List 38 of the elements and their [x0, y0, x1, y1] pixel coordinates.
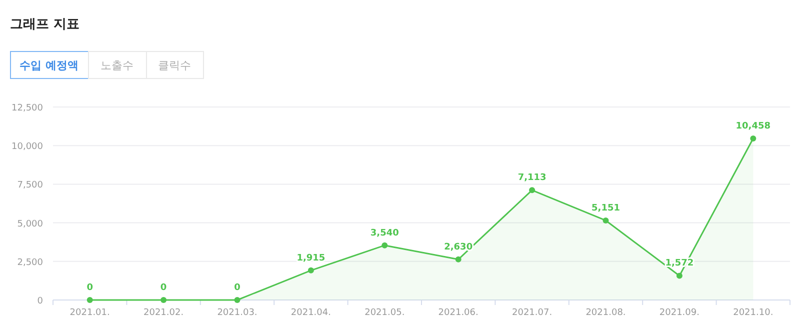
x-tick-label: 2021.07. — [512, 308, 552, 318]
point — [529, 187, 536, 194]
x-tick-label: 2021.05. — [364, 308, 405, 318]
data-label: 0 — [86, 283, 93, 293]
y-tick-label: 0 — [37, 296, 44, 306]
data-label: 10,458 — [736, 122, 771, 132]
x-tick-label: 2021.10. — [733, 308, 774, 318]
data-label: 3,540 — [370, 228, 399, 238]
data-label: 0 — [160, 283, 167, 293]
tab: 클릭수 — [146, 51, 204, 79]
y-tick-label: 12,500 — [12, 104, 44, 114]
point — [382, 242, 388, 248]
point — [234, 297, 240, 303]
data-label: 5,151 — [592, 203, 620, 214]
point — [602, 217, 609, 224]
y-tick-label: 2,500 — [17, 258, 44, 268]
data-label: 1,915 — [296, 253, 326, 264]
y-tick-label: 10,000 — [12, 142, 44, 152]
tab: 수입 예정액 — [10, 51, 89, 79]
point — [308, 267, 314, 274]
x-tick-label: 2021.04. — [290, 308, 331, 318]
chart-title: 그래프 지표 — [10, 17, 80, 32]
x-tick-label: 2021.02. — [144, 308, 184, 318]
x-tick-label: 2021.03. — [217, 308, 258, 318]
point — [160, 297, 167, 303]
y-tick-label: 7,500 — [17, 180, 44, 191]
data-label: 7,113 — [518, 173, 546, 184]
y-tick-label: 5,000 — [17, 219, 44, 230]
tab: 노출수 — [88, 51, 147, 79]
point — [455, 256, 462, 262]
point — [86, 297, 93, 303]
x-tick-label: 2021.01. — [70, 308, 110, 318]
point — [750, 136, 756, 142]
x-tick-label: 2021.06. — [438, 308, 478, 318]
x-tick-label: 2021.08. — [586, 308, 626, 318]
x-tick-label: 2021.09. — [659, 308, 700, 318]
data-label: 0 — [234, 283, 240, 293]
point — [676, 272, 682, 279]
